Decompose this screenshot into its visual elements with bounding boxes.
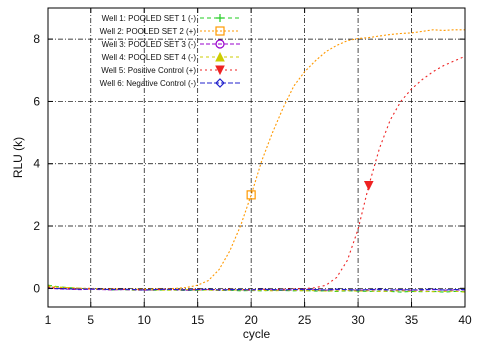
x-tick-label: 20	[244, 313, 258, 327]
x-tick-label: 25	[298, 313, 312, 327]
legend-item: Well 5: Positive Control (+)	[101, 65, 240, 76]
legend-item: Well 3: POOLED SET 3 (-)	[102, 39, 240, 49]
legend: Well 1: POOLED SET 1 (-) Well 2: POOLED S…	[100, 14, 240, 88]
legend-label: Well 4: POOLED SET 4 (-)	[102, 53, 197, 62]
series-5	[47, 55, 466, 291]
legend-label: Well 5: Positive Control (+)	[101, 66, 196, 75]
x-axis-ticks: 1 5 10 15 20 25 30 35 40	[45, 8, 472, 327]
legend-marker	[215, 65, 225, 76]
grid-lines	[48, 8, 465, 307]
x-tick-label: 15	[191, 313, 205, 327]
series-line	[47, 287, 465, 291]
series-line	[47, 29, 465, 290]
x-tick-label: 1	[45, 313, 52, 327]
series-point-marker	[363, 181, 374, 191]
series-3	[47, 287, 465, 291]
series-line	[47, 285, 466, 293]
legend-item: Well 2: POOLED SET 2 (+)	[100, 26, 240, 36]
legend-marker	[215, 51, 225, 62]
legend-label: Well 6: Negative Control (-)	[100, 79, 197, 88]
legend-label: Well 2: POOLED SET 2 (+)	[100, 27, 197, 36]
legend-item: Well 6: Negative Control (-)	[100, 78, 240, 88]
series-6	[47, 287, 465, 291]
legend-item: Well 1: POOLED SET 1 (-)	[102, 14, 240, 23]
x-tick-label: 30	[351, 313, 365, 327]
y-tick-label: 2	[33, 219, 40, 233]
y-tick-label: 6	[33, 94, 40, 108]
x-tick-label: 5	[87, 313, 94, 327]
series-layer	[47, 29, 466, 293]
plot-frame	[47, 7, 466, 308]
legend-marker	[215, 26, 225, 36]
legend-marker	[215, 39, 225, 49]
legend-label: Well 1: POOLED SET 1 (-)	[102, 14, 197, 23]
x-tick-label: 10	[138, 313, 152, 327]
series-line	[47, 287, 465, 291]
legend-marker	[216, 14, 224, 22]
series-point-marker	[246, 190, 256, 200]
x-tick-label: 35	[405, 313, 419, 327]
legend-label: Well 3: POOLED SET 3 (-)	[102, 40, 197, 49]
y-axis-label: RLU (k)	[11, 137, 25, 178]
y-tick-label: 0	[33, 281, 40, 295]
x-tick-label: 40	[458, 313, 472, 327]
series-line	[47, 55, 466, 291]
y-tick-label: 8	[33, 32, 40, 46]
series-2	[47, 29, 465, 290]
legend-marker	[215, 78, 225, 88]
y-axis-ticks: 0 2 4 6 8	[33, 32, 465, 295]
y-tick-label: 4	[33, 157, 40, 171]
legend-item: Well 4: POOLED SET 4 (-)	[102, 51, 240, 62]
x-axis-label: cycle	[243, 327, 271, 341]
series-4	[47, 285, 466, 293]
